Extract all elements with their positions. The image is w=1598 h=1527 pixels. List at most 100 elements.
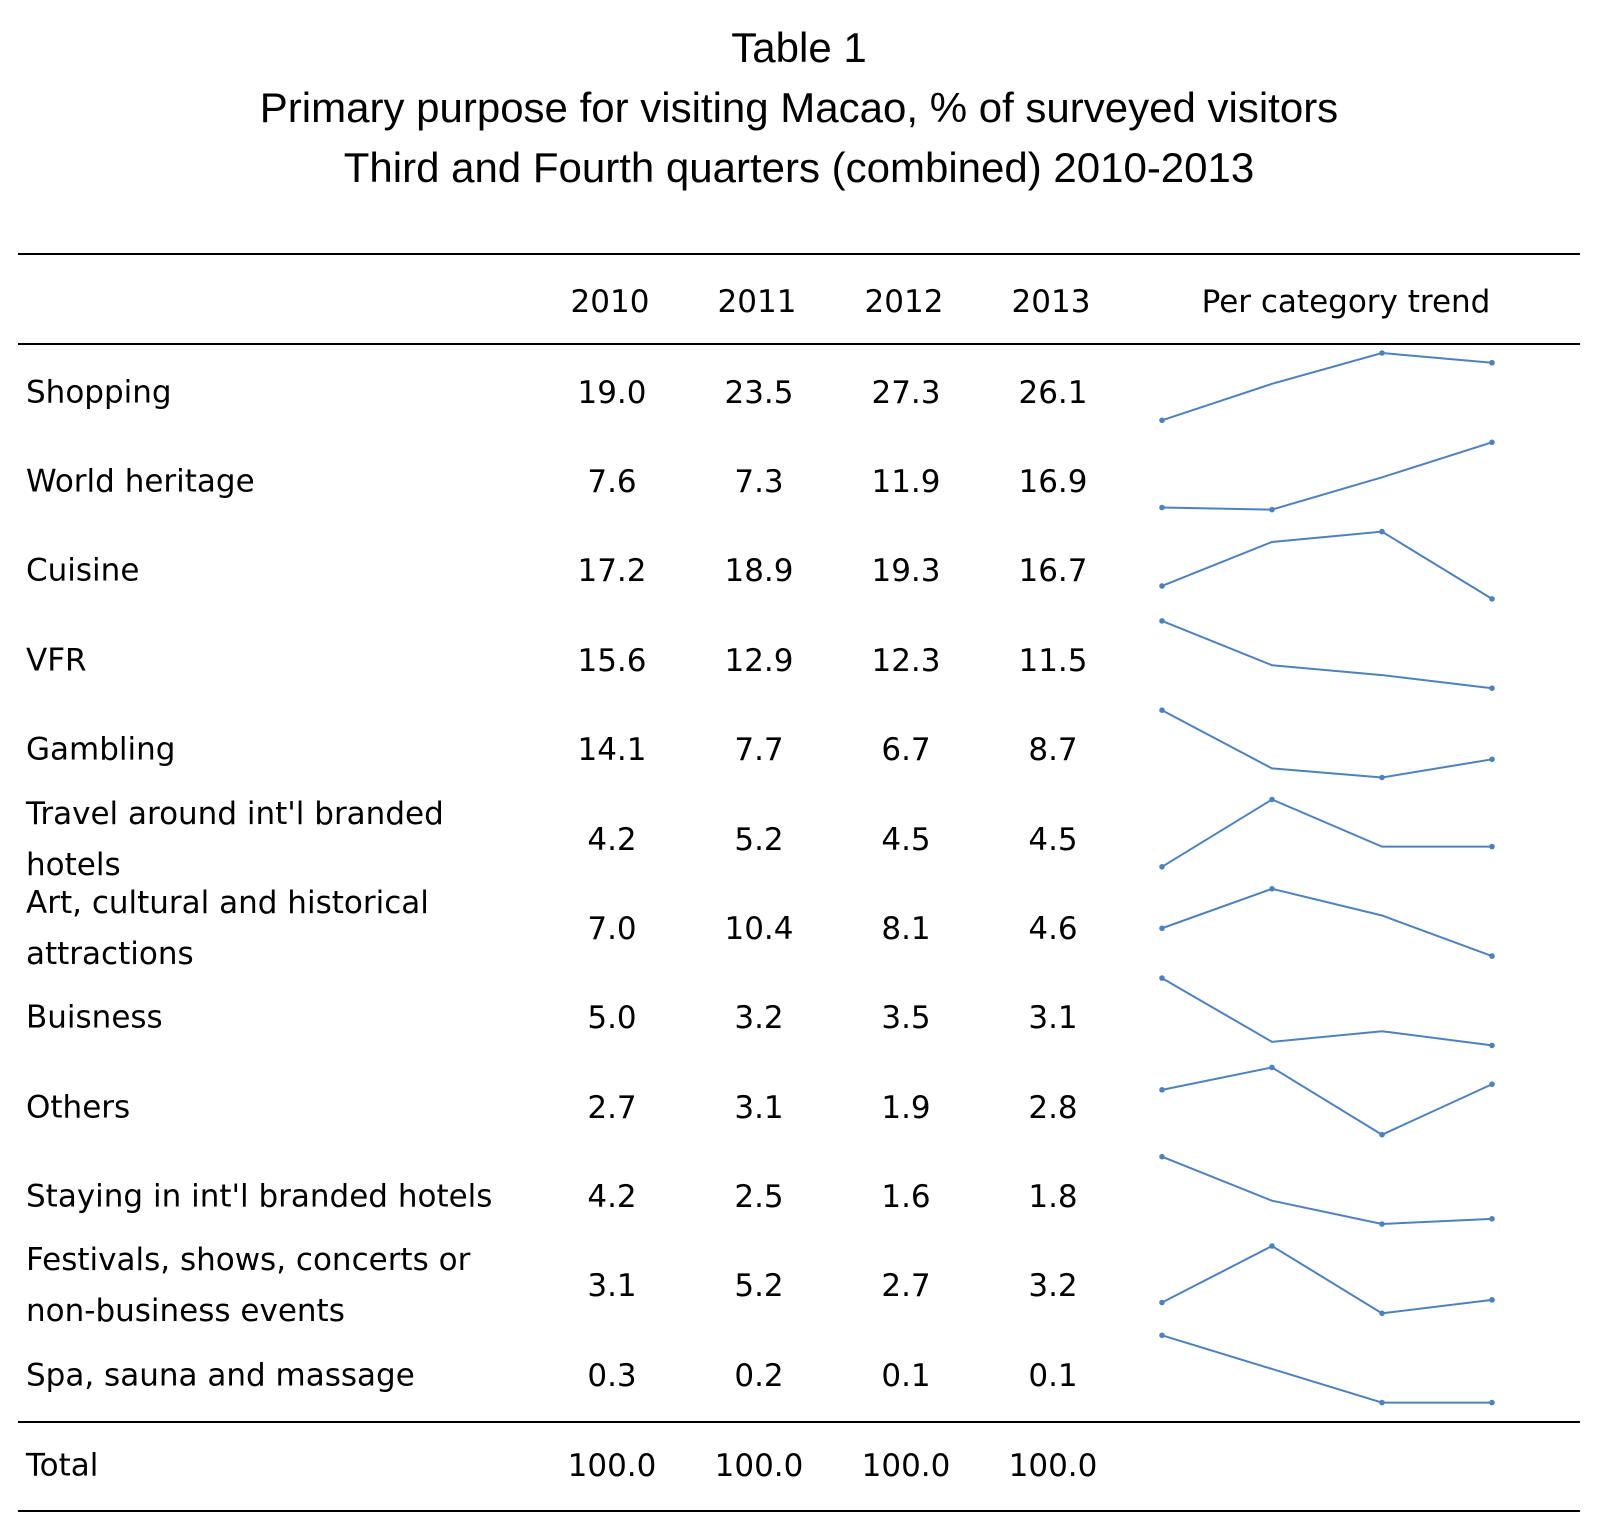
sparkline-point bbox=[1379, 1221, 1385, 1227]
sparkline bbox=[1159, 1243, 1495, 1317]
value-cell-2012: 11.9 bbox=[871, 464, 941, 500]
category-label: Festivals, shows, concerts or non-busine… bbox=[26, 1242, 471, 1329]
sparkline-point bbox=[1489, 1042, 1495, 1049]
category-label: Gambling bbox=[26, 731, 176, 768]
value-cell-2011: 10.4 bbox=[724, 911, 794, 947]
value-cell-2013: 1.8 bbox=[1028, 1179, 1078, 1215]
category-label: Others bbox=[26, 1089, 131, 1126]
value-cell-2012: 1.6 bbox=[881, 1179, 931, 1215]
category-label: Spa, sauna and massage bbox=[26, 1357, 415, 1394]
sparkline-point bbox=[1159, 1153, 1165, 1160]
value-cell-2012: 27.3 bbox=[871, 375, 941, 411]
sparkline bbox=[1159, 886, 1495, 959]
trend-sparklines bbox=[1159, 350, 1495, 1406]
value-cell-2011: 23.5 bbox=[724, 375, 794, 411]
header-year-2010: 2010 bbox=[570, 284, 650, 320]
sparkline-line bbox=[1161, 1244, 1493, 1315]
sparkline-point bbox=[1269, 796, 1275, 803]
sparkline-line bbox=[1161, 619, 1493, 690]
sparkline-point bbox=[1489, 1216, 1495, 1222]
value-cell-2013: 26.1 bbox=[1018, 375, 1088, 411]
value-cell-2012: 8.1 bbox=[881, 911, 931, 947]
category-label: Buisness bbox=[26, 999, 163, 1036]
sparkline bbox=[1159, 439, 1495, 513]
value-cell-2010: 4.2 bbox=[587, 822, 637, 858]
value-cell-2011: 7.3 bbox=[734, 464, 784, 500]
sparkline-point bbox=[1379, 774, 1385, 781]
sparkline bbox=[1159, 707, 1495, 781]
value-cell-2010: 7.6 bbox=[587, 464, 637, 500]
sparkline-line bbox=[1161, 798, 1492, 868]
header-year-2013: 2013 bbox=[1011, 284, 1091, 320]
sparkline-point bbox=[1269, 1243, 1275, 1249]
value-cell-2011: 12.9 bbox=[724, 643, 794, 679]
sparkline-point bbox=[1379, 1131, 1385, 1138]
sparkline bbox=[1159, 350, 1495, 424]
value-cell-2012: 12.3 bbox=[871, 643, 941, 679]
sparkline bbox=[1159, 1153, 1495, 1227]
category-label: Cuisine bbox=[26, 552, 140, 589]
total-value-2011: 100.0 bbox=[714, 1448, 804, 1484]
value-cell-2010: 0.3 bbox=[587, 1358, 637, 1394]
sparkline-point bbox=[1489, 953, 1495, 959]
sparkline-point bbox=[1159, 975, 1165, 981]
sparkline-point bbox=[1269, 1064, 1275, 1071]
table-titles: Table 1 Primary purpose for visiting Mac… bbox=[0, 18, 1598, 198]
total-value-2013: 100.0 bbox=[1008, 1448, 1098, 1484]
sparkline-line bbox=[1161, 441, 1493, 511]
sparkline-point bbox=[1159, 864, 1165, 870]
value-cell-2012: 6.7 bbox=[881, 732, 931, 768]
value-cell-2010: 2.7 bbox=[587, 1090, 637, 1126]
top-rule bbox=[18, 253, 1580, 255]
value-cell-2010: 14.1 bbox=[577, 732, 647, 768]
value-cell-2013: 3.2 bbox=[1028, 1268, 1078, 1304]
sparkline-line bbox=[1161, 1334, 1492, 1404]
sparkline-line bbox=[1161, 709, 1493, 779]
sparkline bbox=[1159, 528, 1495, 602]
sparkline-point bbox=[1159, 1299, 1165, 1306]
category-label: Staying in int'l branded hotels bbox=[26, 1178, 493, 1215]
value-cell-2012: 0.1 bbox=[881, 1358, 931, 1394]
sparkline-line bbox=[1161, 1155, 1493, 1226]
sparkline-point bbox=[1489, 596, 1495, 602]
sparkline-point bbox=[1159, 1332, 1165, 1339]
sparkline-point bbox=[1379, 1399, 1385, 1406]
category-label: Art, cultural and historical attractions bbox=[26, 885, 429, 972]
value-cell-2013: 0.1 bbox=[1028, 1358, 1078, 1394]
total-rule bbox=[18, 1421, 1580, 1423]
category-label: Travel around int'l branded hotels bbox=[26, 796, 444, 883]
value-cell-2013: 16.9 bbox=[1018, 464, 1088, 500]
header-rule bbox=[18, 343, 1580, 345]
sparkline-point bbox=[1269, 886, 1275, 892]
value-cell-2013: 3.1 bbox=[1028, 1000, 1078, 1036]
sparkline bbox=[1159, 1332, 1495, 1406]
value-cell-2010: 19.0 bbox=[577, 375, 647, 411]
sparkline-point bbox=[1489, 359, 1495, 366]
value-cell-2012: 3.5 bbox=[881, 1000, 931, 1036]
value-cell-2011: 2.5 bbox=[734, 1179, 784, 1215]
value-cell-2013: 11.5 bbox=[1018, 643, 1088, 679]
sparkline bbox=[1159, 618, 1495, 691]
value-cell-2011: 7.7 bbox=[734, 732, 784, 768]
sparkline bbox=[1159, 796, 1495, 870]
sparkline-point bbox=[1159, 417, 1165, 424]
value-cell-2010: 7.0 bbox=[587, 911, 637, 947]
sparkline-point bbox=[1379, 1310, 1385, 1317]
value-cell-2012: 19.3 bbox=[871, 553, 941, 589]
total-value-2010: 100.0 bbox=[567, 1448, 657, 1484]
sparkline-line bbox=[1161, 977, 1493, 1047]
sparkline-point bbox=[1159, 1087, 1165, 1093]
value-cell-2013: 4.5 bbox=[1028, 822, 1078, 858]
sparkline-point bbox=[1489, 843, 1495, 850]
category-label: Shopping bbox=[26, 374, 172, 411]
value-cell-2013: 8.7 bbox=[1028, 732, 1078, 768]
sparkline-point bbox=[1489, 439, 1495, 446]
sparkline-point bbox=[1489, 1297, 1495, 1303]
value-cell-2011: 5.2 bbox=[734, 1268, 784, 1304]
header-year-2011: 2011 bbox=[717, 284, 797, 320]
total-label: Total bbox=[26, 1447, 99, 1484]
value-cell-2010: 5.0 bbox=[587, 1000, 637, 1036]
sparkline-point bbox=[1269, 506, 1275, 513]
value-cell-2011: 3.2 bbox=[734, 1000, 784, 1036]
sparkline-point bbox=[1159, 583, 1165, 589]
